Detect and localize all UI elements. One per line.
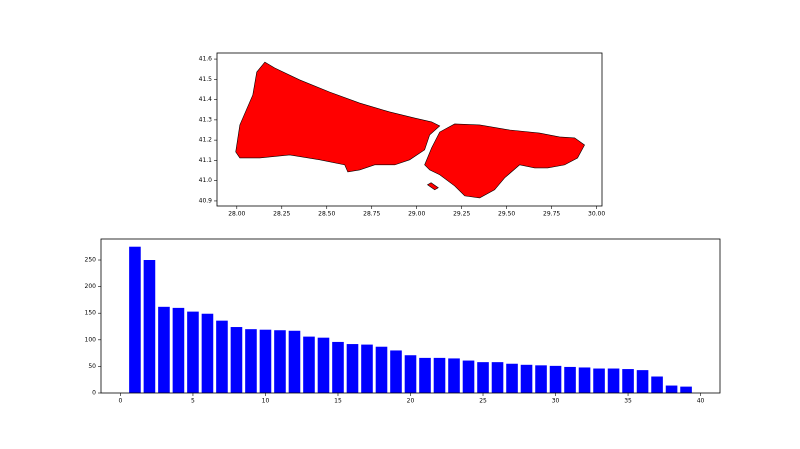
bar [665,385,678,393]
x-tick-label: 20 [407,398,415,405]
bar [636,370,649,393]
bar [680,386,692,393]
y-tick-label: 200 [85,283,97,290]
y-tick-label: 150 [85,310,97,317]
x-tick-label: 40 [697,398,705,405]
x-tick-label: 0 [119,398,123,405]
bar [187,311,199,393]
bar [129,246,141,393]
x-tick-label: 30.00 [588,211,605,218]
bar [274,330,286,393]
bar [607,368,620,393]
bar [216,320,228,393]
y-tick-label: 41.2 [199,137,213,144]
bar [201,313,214,393]
bar [462,360,475,393]
y-tick-label: 100 [85,336,97,343]
x-tick-label: 29.50 [498,211,515,218]
bar [317,337,330,393]
x-tick-label: 15 [334,398,342,405]
y-tick-label: 41.0 [199,177,213,184]
bar [448,358,460,393]
bar [520,364,533,393]
bar [332,341,344,393]
x-tick-label: 5 [191,398,195,405]
region [424,123,585,199]
bar [419,357,431,393]
bar [172,307,185,393]
region [426,182,439,191]
bar [578,367,591,393]
bar [477,362,489,393]
bar [143,260,156,393]
x-tick-label: 29.75 [543,211,560,218]
x-tick-label: 10 [262,398,270,405]
y-tick-label: 41.1 [199,157,213,164]
bar [622,369,634,393]
bar [433,357,446,393]
bar [564,366,576,393]
x-tick-label: 28.50 [318,211,335,218]
y-tick-label: 40.9 [199,197,213,204]
x-tick-label: 28.75 [363,211,380,218]
bar [535,365,547,393]
bar [390,350,402,393]
axes-frame [216,52,603,207]
bar [404,355,417,393]
bar [346,344,359,393]
y-tick-label: 41.3 [199,116,213,123]
x-tick-label: 28.00 [228,211,245,218]
y-tick-label: 41.5 [199,76,213,83]
bar [288,330,301,393]
bar [259,329,272,393]
bar [158,306,170,393]
bar [375,346,388,393]
x-tick-label: 35 [624,398,632,405]
y-tick-label: 0 [92,390,96,397]
x-tick-label: 29.00 [408,211,425,218]
bar [506,363,518,393]
y-tick-label: 50 [88,363,96,370]
bar [651,376,663,393]
bar [245,329,257,393]
bar [361,344,373,393]
region [235,61,441,173]
bar [230,327,243,393]
y-tick-label: 41.4 [199,96,213,103]
bar [303,336,315,393]
x-tick-label: 28.25 [273,211,290,218]
y-tick-label: 41.6 [199,56,213,63]
x-tick-label: 29.25 [453,211,470,218]
bar [549,365,562,393]
x-tick-label: 25 [479,398,487,405]
bar [491,362,504,393]
y-tick-label: 250 [85,257,97,264]
bar [593,368,605,393]
x-tick-label: 30 [552,398,560,405]
